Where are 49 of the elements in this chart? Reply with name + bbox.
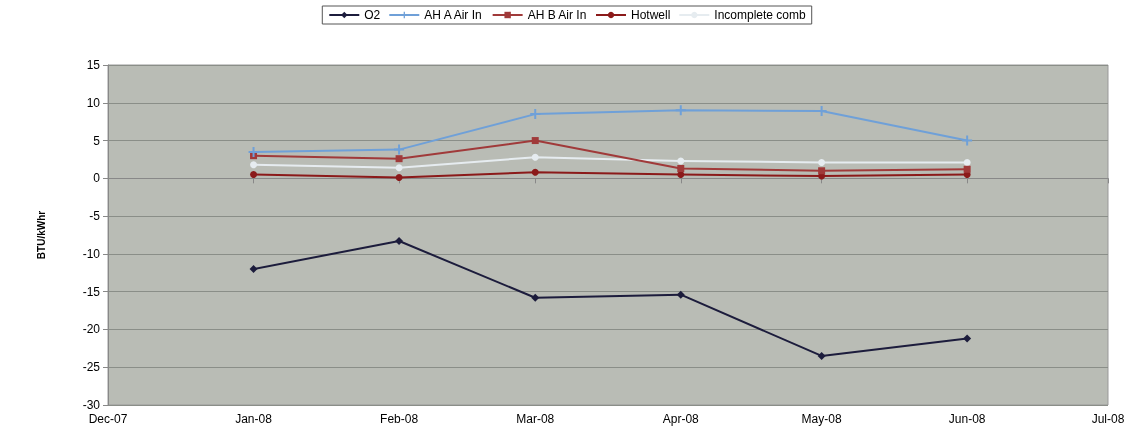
point: [395, 164, 403, 172]
point: [249, 265, 258, 273]
x-tick-label: Feb-08: [380, 412, 419, 426]
point: [963, 158, 971, 166]
point: [677, 171, 685, 179]
point: [531, 153, 539, 161]
point: [963, 334, 972, 343]
x-tick-label: Mar-08: [516, 412, 555, 426]
point: [818, 158, 826, 166]
y-tick-label: 15: [86, 58, 101, 72]
y-tick-label: -20: [82, 322, 101, 337]
y-tick-label: -15: [82, 284, 101, 299]
legend-label: Incomplete comb: [714, 8, 807, 22]
y-tick-label: -5: [89, 209, 101, 224]
legend-label: AH B Air In: [527, 8, 587, 22]
y-axis-title: BTU/kWhr: [35, 210, 47, 260]
point: [818, 167, 826, 175]
point: [250, 171, 258, 179]
x-tick-label: Jun-08: [948, 412, 986, 426]
x-tick-label: Jan-08: [235, 412, 273, 426]
x-tick-label: May-08: [801, 412, 842, 426]
point: [395, 237, 404, 246]
point: [395, 174, 403, 182]
x-tick-label: Jul-08: [1091, 412, 1125, 426]
point: [531, 293, 540, 302]
point: [394, 144, 405, 155]
point: [963, 165, 971, 173]
point: [676, 290, 685, 299]
point: [531, 168, 539, 176]
point: [395, 155, 403, 163]
legend-label: Hotwell: [630, 8, 671, 22]
y-tick-label: -30: [82, 398, 101, 412]
y-tick-label: 10: [86, 95, 101, 110]
point: [530, 109, 541, 120]
legend-label: AH A Air In: [424, 8, 482, 22]
point: [677, 157, 685, 165]
y-tick-label: -10: [82, 246, 101, 261]
x-tick-label: Apr-08: [662, 412, 700, 426]
point: [250, 161, 258, 169]
y-tick-label: -25: [82, 360, 101, 375]
y-tick-label: 5: [93, 133, 101, 148]
legend-label: O2: [364, 8, 381, 22]
x-tick-label: Dec-07: [88, 412, 128, 426]
point: [817, 351, 826, 360]
point: [962, 135, 973, 146]
point: [675, 105, 686, 116]
point: [677, 165, 685, 173]
y-tick-label: 0: [93, 171, 101, 186]
point: [531, 137, 539, 145]
